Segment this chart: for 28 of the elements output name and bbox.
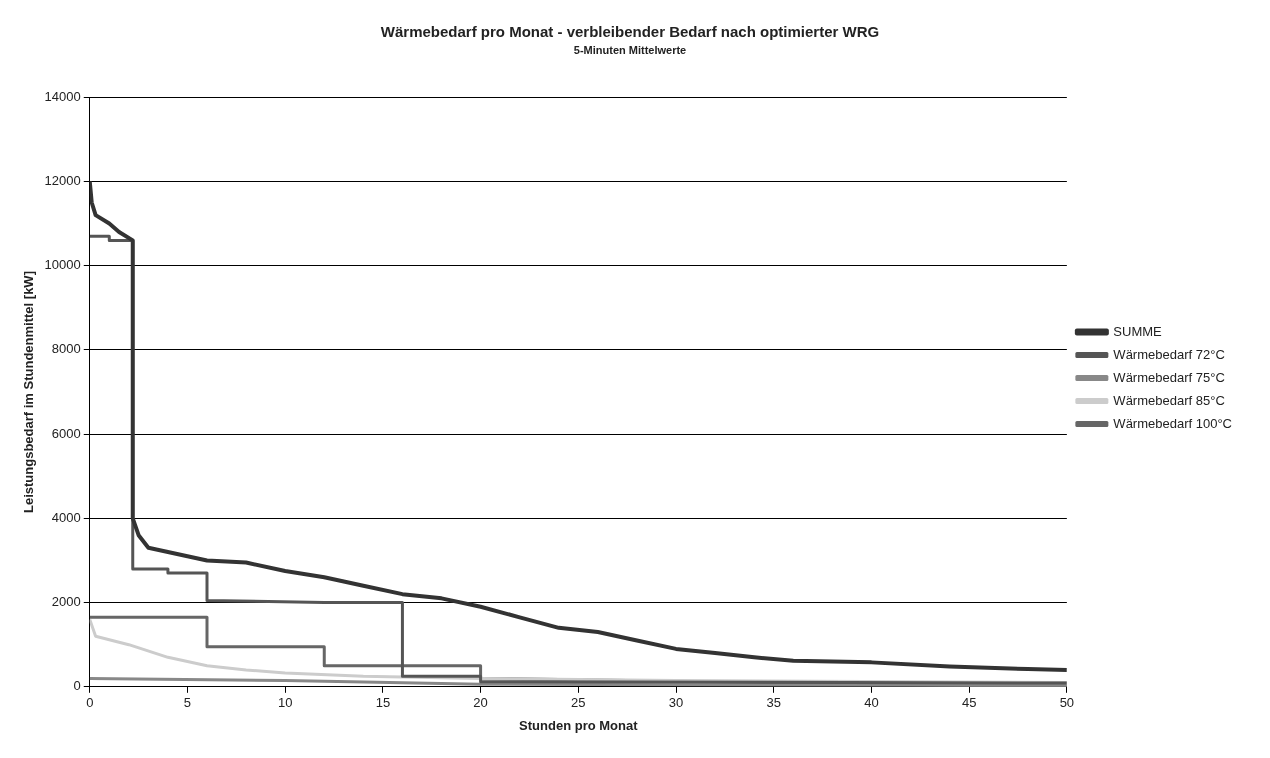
legend-label: Wärmebedarf 75°C bbox=[1113, 369, 1225, 385]
y-tick-label: 4000 bbox=[51, 509, 81, 525]
x-tick-label: 5 bbox=[183, 695, 192, 711]
y-tick-label: 10000 bbox=[44, 257, 81, 273]
chart-title: Wärmebedarf pro Monat - verbleibender Bedarf nach optimierter WRG bbox=[380, 23, 880, 41]
y-tick-label: 6000 bbox=[51, 425, 81, 441]
x-axis-title: Stunden pro Monat bbox=[519, 717, 639, 733]
y-tick-label: 0 bbox=[73, 678, 81, 694]
x-tick-label: 10 bbox=[277, 695, 293, 711]
legend-label: Wärmebedarf 85°C bbox=[1113, 392, 1225, 408]
x-tick-label: 20 bbox=[473, 695, 488, 711]
x-tick-label: 35 bbox=[766, 695, 781, 711]
x-tick-label: 30 bbox=[668, 695, 684, 711]
legend-label: Wärmebedarf 72°C bbox=[1113, 346, 1225, 362]
legend-label: Wärmebedarf 100°C bbox=[1113, 415, 1232, 431]
x-tick-label: 50 bbox=[1059, 695, 1075, 711]
x-tick-label: 0 bbox=[86, 695, 94, 711]
legend-label: SUMME bbox=[1113, 323, 1163, 339]
y-tick-label: 14000 bbox=[44, 88, 81, 104]
y-tick-label: 12000 bbox=[44, 173, 81, 189]
chart-subtitle: 5-Minuten Mittelwerte bbox=[573, 43, 687, 56]
x-tick-label: 40 bbox=[864, 695, 879, 711]
y-tick-label: 2000 bbox=[51, 594, 81, 610]
x-tick-label: 45 bbox=[961, 695, 977, 711]
x-tick-label: 15 bbox=[375, 695, 391, 711]
x-tick-label: 25 bbox=[571, 695, 586, 711]
y-axis-title: Leistungsbedarf im Stundenmittel [kW] bbox=[21, 271, 37, 513]
y-tick-label: 8000 bbox=[51, 341, 81, 357]
